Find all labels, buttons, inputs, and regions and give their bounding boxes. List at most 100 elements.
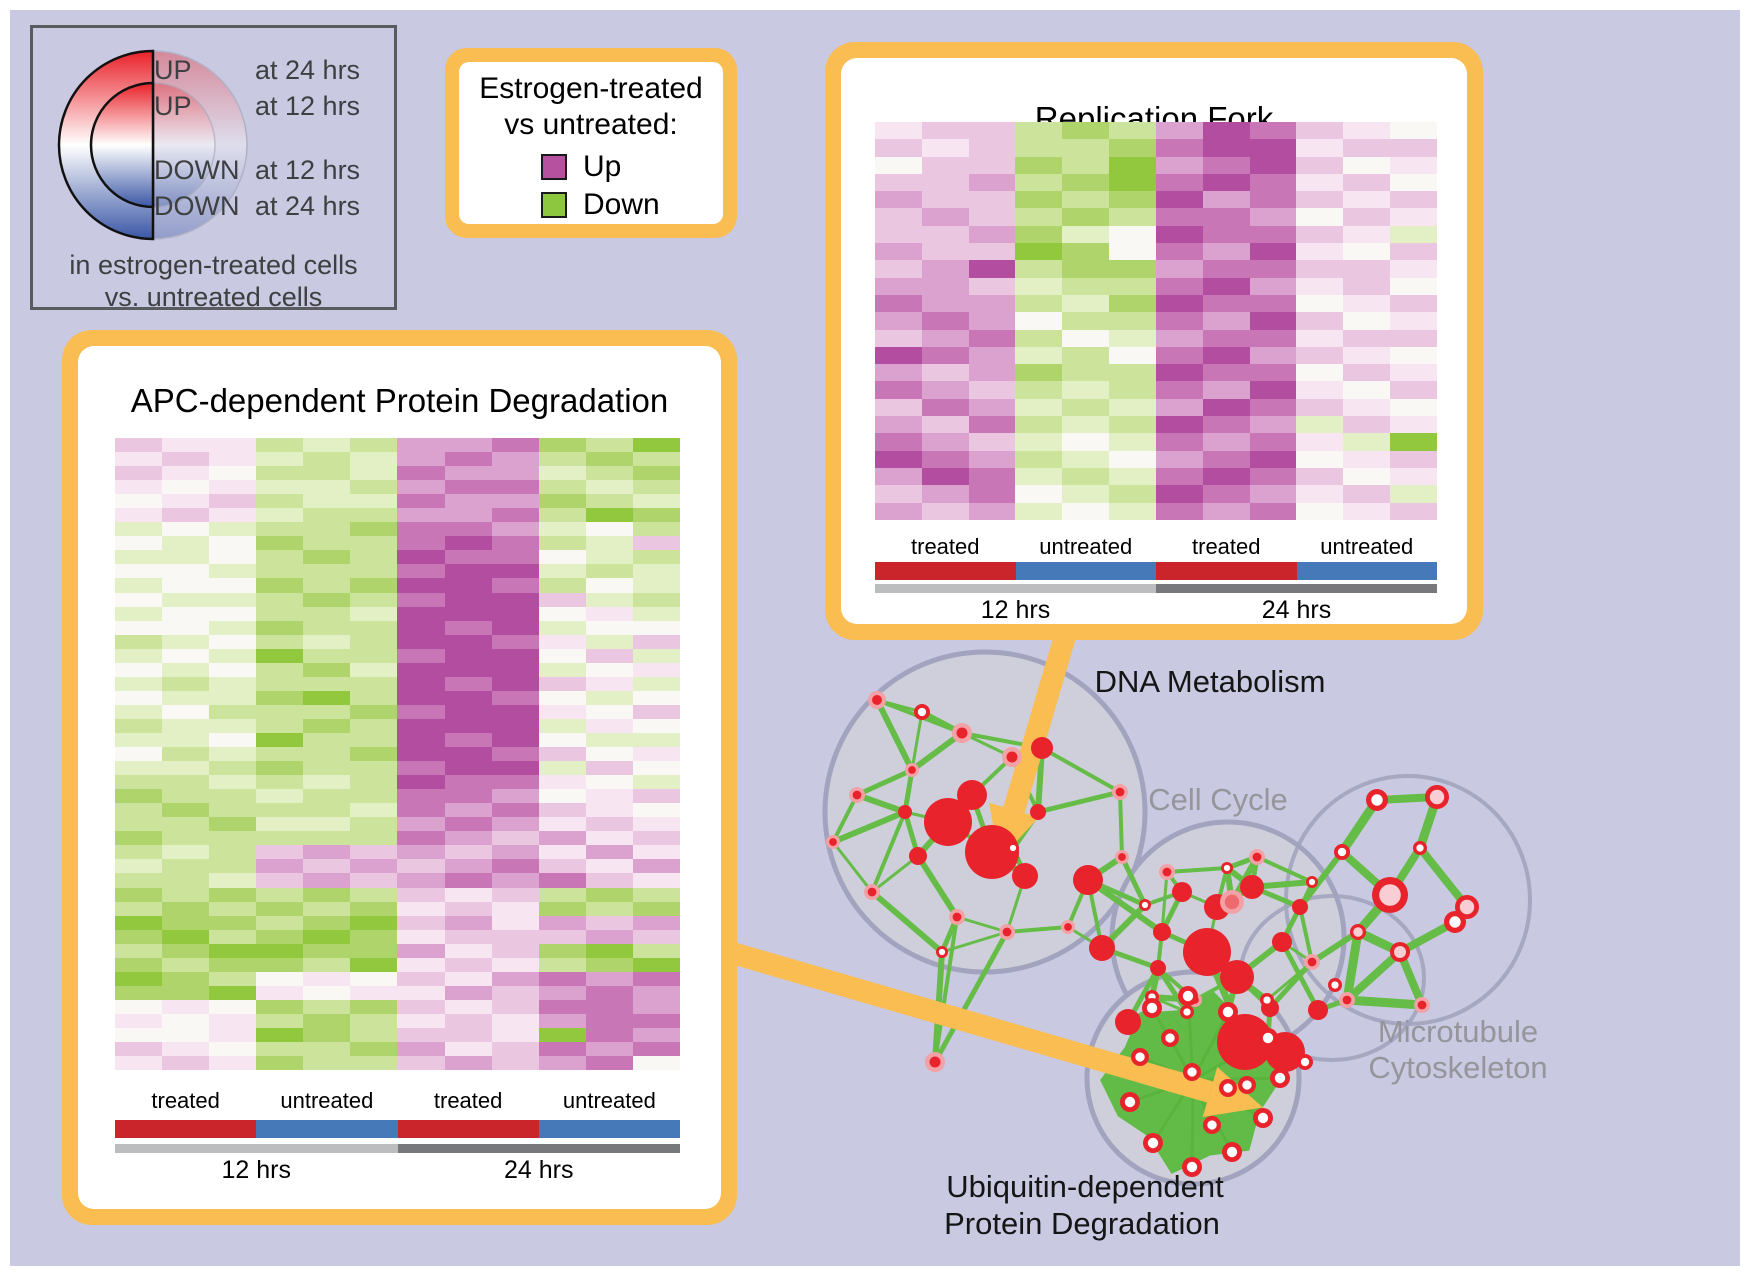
legend-footer-line1: in estrogen-treated cells <box>69 250 358 280</box>
heatmap-cell <box>875 450 922 468</box>
heatmap-cell <box>968 225 1016 244</box>
network-bridge-edge <box>1040 746 1122 794</box>
heatmap-cell <box>632 747 680 762</box>
heatmap-cell <box>444 676 492 691</box>
heatmap-cell <box>1155 122 1203 140</box>
heatmap-cell <box>1296 467 1344 486</box>
network-node-ring-center <box>1449 916 1461 928</box>
apc-degradation-title: APC-dependent Protein Degradation <box>130 382 669 419</box>
heatmap-cell <box>115 957 163 972</box>
heatmap-cell <box>1062 398 1110 417</box>
heatmap-cell <box>538 452 586 467</box>
heatmap-row <box>115 522 680 537</box>
heatmap-cell <box>585 859 633 874</box>
heatmap-cell <box>1062 277 1110 295</box>
heatmap-cell <box>256 915 304 930</box>
heatmap-row <box>115 775 680 790</box>
heatmap-cell <box>256 564 304 579</box>
heatmap-row <box>115 508 680 523</box>
heatmap-cell <box>491 620 539 635</box>
heatmap-cell <box>162 887 210 902</box>
heatmap-cell <box>209 775 257 790</box>
heatmap-cell <box>585 550 633 565</box>
heatmap-cell <box>350 775 398 790</box>
heatmap-cell <box>256 508 304 523</box>
heatmap-cell <box>397 775 445 790</box>
heatmap-row <box>875 243 1437 261</box>
heatmap-cell <box>632 761 680 776</box>
heatmap-cell <box>491 438 539 453</box>
heatmap-cell <box>350 1056 398 1071</box>
heatmap-cell <box>162 522 210 537</box>
heatmap-cell <box>350 634 398 649</box>
heatmap-cell <box>1249 173 1297 192</box>
heatmap-cell <box>444 718 492 733</box>
heatmap-cell <box>303 831 351 846</box>
heatmap-cell <box>162 648 210 663</box>
heatmap-cell <box>303 1027 351 1043</box>
heatmap-cell <box>397 508 445 523</box>
heatmap-cell <box>1155 225 1203 244</box>
heatmap-cell <box>1390 450 1437 468</box>
heatmap-cell <box>350 704 398 719</box>
updown-word-down-3: DOWN <box>154 191 240 221</box>
heatmap-cell <box>397 873 445 888</box>
heatmap-cell <box>538 550 586 565</box>
heatmap-cell <box>921 329 969 347</box>
heatmap-row <box>115 999 680 1014</box>
heatmap-cell <box>1296 208 1344 226</box>
heatmap-cell <box>491 676 539 691</box>
heatmap-cell <box>921 450 969 468</box>
heatmap-cell <box>162 1056 210 1071</box>
heatmap-cell <box>115 831 163 846</box>
network-node-ring-center <box>1182 990 1194 1002</box>
heatmap-cell <box>397 522 445 537</box>
heatmap-row <box>115 536 680 551</box>
heatmap-cell <box>968 398 1016 417</box>
heatmap-cell <box>1296 225 1344 244</box>
heatmap-cell <box>209 747 257 762</box>
heatmap-cell <box>209 901 257 916</box>
heatmap-row <box>115 578 680 593</box>
heatmap-cell <box>209 761 257 776</box>
heatmap-cell <box>585 929 633 944</box>
heatmap-cell <box>585 662 633 677</box>
network-node-halo-center <box>908 766 916 774</box>
network-node-ring-pink-center <box>1394 946 1406 958</box>
heatmap-cell <box>209 690 257 705</box>
heatmap-cell <box>350 508 398 523</box>
heatmap-cell <box>115 1027 163 1043</box>
heatmap-cell <box>1015 225 1063 244</box>
heatmap-cell <box>632 887 680 902</box>
heatmap-cell <box>585 690 633 705</box>
network-edge <box>1119 854 1148 908</box>
figure-canvas: DNA Metabolism Cell Cycle Microtubule Cytos… <box>10 10 1740 1266</box>
heatmap-row <box>875 208 1437 226</box>
network-node-halo-center <box>929 1056 941 1068</box>
heatmap-cell <box>256 873 304 888</box>
heatmap-row <box>115 438 680 453</box>
network-node-ring-center <box>1337 847 1347 857</box>
heatmap-cell <box>1202 243 1250 261</box>
heatmap-cell <box>968 485 1016 503</box>
heatmap-cell <box>397 578 445 593</box>
heatmap-cell <box>491 704 539 719</box>
heatmap-cell <box>303 550 351 565</box>
heatmap-cell <box>444 522 492 537</box>
heatmap-cell <box>350 592 398 607</box>
heatmap-cell <box>1296 139 1344 157</box>
heatmap-cell <box>585 1027 633 1043</box>
heatmap-cell <box>303 985 351 1000</box>
heatmap-cell <box>256 438 304 453</box>
heatmap-cell <box>1296 398 1344 417</box>
heatmap-cell <box>256 592 304 607</box>
network-node-solid <box>909 847 927 865</box>
heatmap-cell <box>921 191 969 209</box>
heatmap-cell <box>585 634 633 649</box>
heatmap-cell <box>209 480 257 495</box>
heatmap-cell <box>1202 398 1250 417</box>
heatmap-cell <box>115 901 163 916</box>
heatmap-cell <box>585 606 633 621</box>
heatmap-cell <box>1062 122 1110 140</box>
